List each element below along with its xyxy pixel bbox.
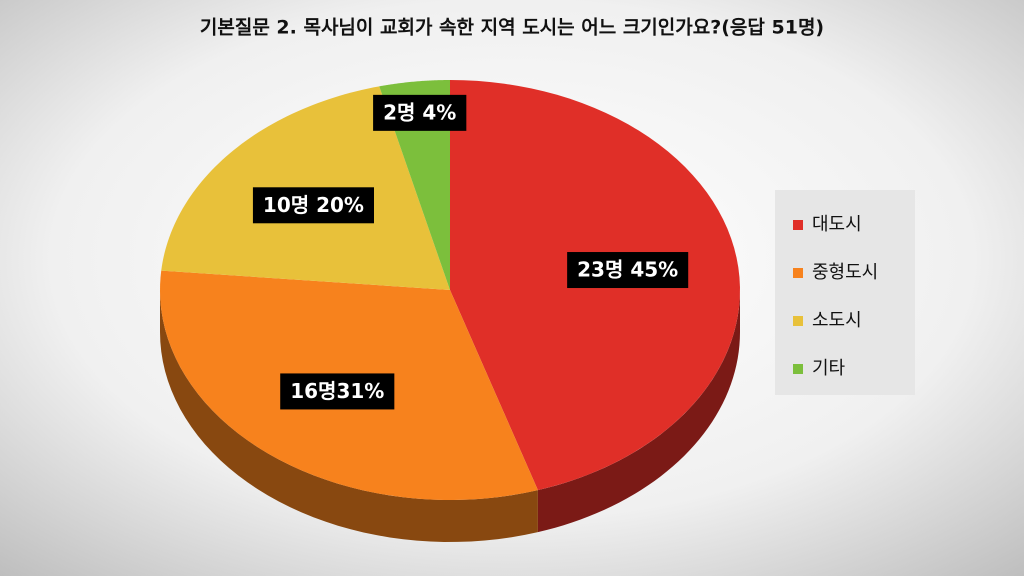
data-label-text: 16명31% [290,379,384,403]
data-label-box [567,252,689,289]
data-label: 23명 45% [567,252,689,289]
chart-title: 기본질문 2. 목사님이 교회가 속한 지역 도시는 어느 크기인가요?(응답 … [200,17,824,39]
legend-label: 소도시 [812,310,862,331]
legend-label: 대도시 [812,214,862,235]
data-label-box [373,94,467,131]
data-label-text: 23명 45% [577,258,678,282]
legend-swatch [793,316,803,326]
slice-side [537,290,740,533]
slice-side [160,290,538,542]
data-label-box [280,373,395,410]
legend-label: 기타 [812,358,846,379]
data-label: 10명 20% [252,187,374,224]
data-label-text: 10명 20% [263,193,364,217]
data-label: 16명31% [280,373,395,410]
legend-label: 중형도시 [812,262,878,283]
legend-swatch [793,268,803,278]
data-label: 2명 4% [373,94,467,131]
slice [379,80,450,290]
legend-swatch [793,220,803,230]
legend-swatch [793,364,803,374]
data-label-text: 2명 4% [383,100,456,124]
data-label-box [252,187,374,224]
